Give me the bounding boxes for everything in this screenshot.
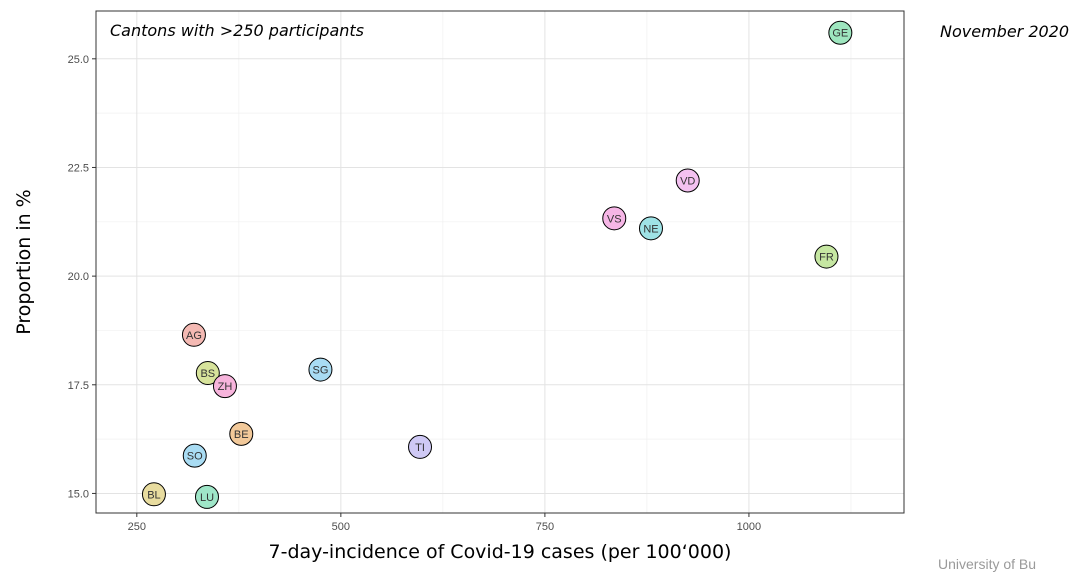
- point-label: BS: [200, 368, 215, 380]
- point-label: LU: [200, 492, 214, 504]
- data-point-so: SO: [182, 443, 207, 468]
- point-marker: [602, 206, 627, 231]
- plot-panel: [96, 11, 904, 513]
- data-point-vd: VD: [675, 168, 700, 193]
- institution-footer: University of Bu: [938, 556, 1037, 572]
- point-marker: [638, 216, 663, 241]
- point-label: GE: [832, 28, 848, 40]
- x-tick-labels: 250 500 750 1000: [128, 521, 762, 533]
- point-label: SO: [187, 451, 203, 463]
- point-label: SG: [312, 365, 328, 377]
- point-label: AG: [186, 330, 202, 342]
- point-marker: [828, 20, 853, 45]
- data-point-vs: VS: [602, 206, 627, 231]
- point-label: BL: [147, 489, 160, 501]
- point-label: ZH: [218, 381, 233, 393]
- point-marker: [675, 168, 700, 193]
- plot-border: [95, 10, 905, 514]
- chart-annotation: Cantons with >250 participants: [110, 21, 364, 40]
- data-point-lu: LU: [194, 484, 219, 509]
- point-marker: [408, 434, 433, 459]
- y-tick-labels: 15.0 17.5 20.0 22.5 25.0: [68, 54, 89, 501]
- x-tick-label: 500: [332, 521, 350, 533]
- x-tick-label: 750: [536, 521, 554, 533]
- point-marker: [195, 361, 220, 386]
- y-axis-label: Proportion in %: [13, 189, 35, 335]
- data-point-ti: TI: [408, 434, 433, 459]
- x-tick-label: 250: [128, 521, 146, 533]
- point-marker: [182, 443, 207, 468]
- data-point-be: BE: [229, 421, 254, 446]
- point-marker: [229, 421, 254, 446]
- data-point-ag: AG: [181, 322, 206, 347]
- point-label: BE: [234, 429, 249, 441]
- x-tick-label: 1000: [737, 521, 761, 533]
- point-marker: [308, 357, 333, 382]
- data-point-bs: BS: [195, 361, 220, 386]
- point-label: TI: [415, 442, 425, 454]
- x-axis-label: 7-day-incidence of Covid-19 cases (per 1…: [269, 541, 732, 563]
- data-point-zh: ZH: [212, 374, 237, 399]
- point-label: FR: [819, 252, 834, 264]
- point-label: VS: [607, 213, 622, 225]
- y-tick-label: 22.5: [68, 162, 89, 174]
- point-label: NE: [643, 223, 658, 235]
- point-marker: [212, 374, 237, 399]
- y-tick-label: 15.0: [68, 488, 89, 500]
- point-marker: [814, 244, 839, 269]
- data-point-ne: NE: [638, 216, 663, 241]
- data-point-bl: BL: [141, 482, 166, 507]
- date-note: November 2020: [940, 22, 1070, 41]
- point-marker: [181, 322, 206, 347]
- point-marker: [141, 482, 166, 507]
- data-point-fr: FR: [814, 244, 839, 269]
- data-point-sg: SG: [308, 357, 333, 382]
- axis-ticks: [92, 58, 750, 517]
- point-marker: [194, 484, 219, 509]
- data-point-ge: GE: [828, 20, 853, 45]
- y-tick-label: 20.0: [68, 271, 89, 283]
- point-label: VD: [680, 176, 695, 188]
- y-tick-label: 25.0: [68, 54, 89, 66]
- y-tick-label: 17.5: [68, 380, 89, 392]
